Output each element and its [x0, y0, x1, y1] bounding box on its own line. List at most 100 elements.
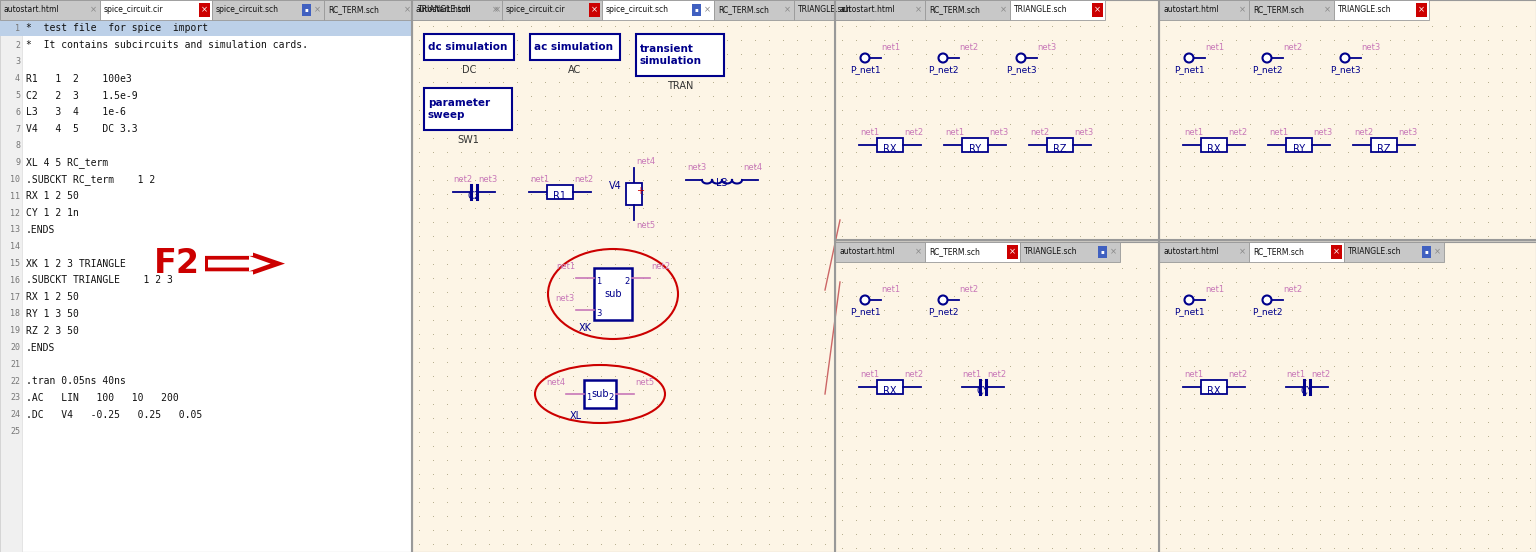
Text: sweep: sweep [429, 109, 465, 119]
Text: .SUBCKT TRIANGLE    1 2 3: .SUBCKT TRIANGLE 1 2 3 [26, 275, 174, 285]
Bar [547, 185, 573, 199]
Text: .ENDS: .ENDS [26, 343, 55, 353]
Text: 10: 10 [11, 175, 20, 184]
Text: TRIANGLE.sch: TRIANGLE.sch [1014, 6, 1068, 14]
Text: net1: net1 [1184, 128, 1203, 137]
Text: L3   3  4    1e-6: L3 3 4 1e-6 [26, 108, 126, 118]
Bar [1201, 380, 1227, 394]
Text: XK 1 2 3 TRIANGLE: XK 1 2 3 TRIANGLE [26, 258, 126, 269]
Bar [877, 380, 903, 394]
Text: net2: net2 [1227, 128, 1247, 137]
Text: net1: net1 [530, 175, 550, 184]
Bar [1160, 242, 1536, 552]
Text: 2: 2 [15, 41, 20, 50]
Text: RX: RX [1207, 386, 1221, 396]
Text: net1: net1 [882, 285, 900, 294]
Text: F2: F2 [154, 247, 200, 280]
Circle shape [1341, 54, 1350, 62]
Text: TRIANGLE.sch: TRIANGLE.sch [799, 6, 851, 14]
Text: L3: L3 [716, 178, 728, 188]
Bar [1286, 138, 1312, 152]
Text: net3: net3 [1398, 128, 1418, 137]
Text: net2: net2 [1283, 43, 1303, 52]
Text: net2: net2 [1031, 128, 1049, 137]
Text: RX 1 2 50: RX 1 2 50 [26, 292, 78, 302]
Bar [1332, 245, 1342, 259]
Text: ×: × [1238, 6, 1246, 14]
Bar [594, 268, 631, 320]
Text: net2: net2 [905, 370, 923, 379]
Bar [303, 4, 310, 16]
Text: 11: 11 [11, 192, 20, 201]
Bar [424, 88, 511, 130]
Bar [200, 3, 210, 17]
Text: sub: sub [591, 389, 608, 399]
Text: 13: 13 [11, 226, 20, 235]
Bar [1011, 0, 1104, 20]
Circle shape [938, 54, 948, 62]
Text: simulation: simulation [641, 56, 702, 66]
Text: RY: RY [969, 144, 982, 154]
Text: P_net2: P_net2 [928, 307, 958, 316]
Text: ×: × [1000, 6, 1006, 14]
Text: 9: 9 [15, 158, 20, 167]
Text: 5: 5 [15, 91, 20, 100]
Bar [1249, 242, 1344, 262]
Text: 1: 1 [596, 278, 601, 286]
Text: RX: RX [1207, 144, 1221, 154]
Text: 2: 2 [625, 278, 630, 286]
Text: XK: XK [579, 323, 591, 333]
Text: 2: 2 [608, 393, 614, 402]
Bar [0, 20, 412, 36]
Bar [1048, 138, 1074, 152]
Bar [1422, 246, 1432, 258]
Text: net2: net2 [1283, 285, 1303, 294]
Text: ×: × [1109, 247, 1117, 257]
Text: net1: net1 [945, 128, 965, 137]
Bar [602, 0, 714, 20]
Text: TRAN: TRAN [667, 81, 693, 91]
Text: RC_TERM.sch: RC_TERM.sch [929, 6, 980, 14]
Bar [1008, 245, 1018, 259]
Text: net3: net3 [989, 128, 1008, 137]
Text: 20: 20 [11, 343, 20, 352]
Text: ac simulation: ac simulation [535, 42, 613, 52]
Text: net2: net2 [905, 128, 923, 137]
Bar [1160, 0, 1249, 20]
Text: 15: 15 [11, 259, 20, 268]
Circle shape [1184, 54, 1193, 62]
Text: C2   2  3    1.5e-9: C2 2 3 1.5e-9 [26, 91, 138, 100]
Text: net1: net1 [556, 262, 574, 272]
Bar [794, 0, 874, 20]
Text: RC_TERM.sch: RC_TERM.sch [717, 6, 770, 14]
Text: ×: × [493, 6, 501, 14]
Text: net3: net3 [556, 294, 574, 302]
Text: 14: 14 [11, 242, 20, 251]
Polygon shape [204, 253, 286, 274]
Text: P_net3: P_net3 [1006, 65, 1037, 74]
Bar [693, 4, 700, 16]
Text: CY 1 2 1n: CY 1 2 1n [26, 208, 78, 218]
Text: +: + [636, 185, 644, 195]
Text: ×: × [914, 6, 922, 14]
Text: net1: net1 [860, 370, 879, 379]
Text: ▪: ▪ [1101, 250, 1104, 254]
Text: ×: × [1238, 247, 1246, 257]
Text: net1: net1 [860, 128, 879, 137]
Text: net3: net3 [1074, 128, 1094, 137]
Bar [212, 0, 324, 20]
Text: 4: 4 [15, 75, 20, 83]
Text: 1: 1 [587, 393, 591, 402]
Text: XL: XL [570, 411, 582, 421]
Text: RY: RY [1293, 144, 1306, 154]
Text: ×: × [1094, 6, 1101, 14]
Text: net1: net1 [1269, 128, 1289, 137]
Circle shape [938, 295, 948, 305]
Text: RC_TERM.sch: RC_TERM.sch [1253, 6, 1304, 14]
Text: ×: × [1418, 6, 1425, 14]
Text: SW1: SW1 [458, 135, 479, 145]
Text: 23: 23 [11, 394, 20, 402]
Text: 8: 8 [15, 141, 20, 151]
Bar [836, 242, 925, 262]
Text: TRIANGLE.sch: TRIANGLE.sch [1338, 6, 1392, 14]
